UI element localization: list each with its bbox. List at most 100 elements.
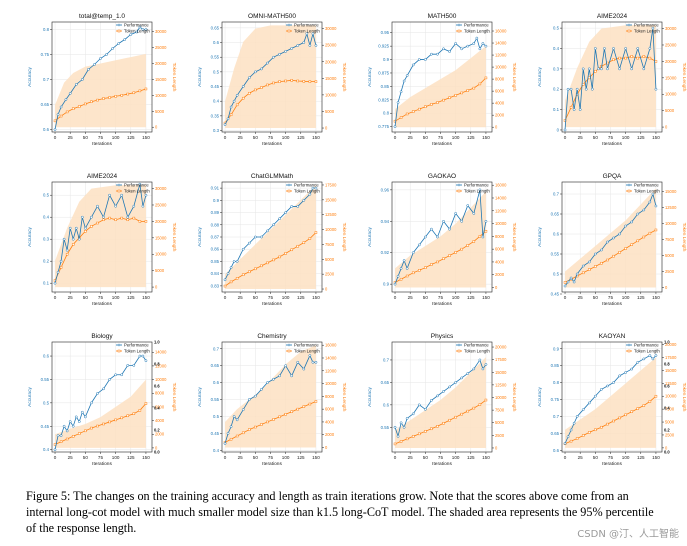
- legend-perf-marker: [117, 343, 121, 347]
- performance-point: [466, 204, 470, 207]
- token-length-point: [308, 402, 312, 406]
- y-right-tick-label: 20000: [665, 59, 677, 64]
- chart-panel-3: MATH500 0 25 50 75 100 125 150 Iterations 0.775 0.…: [362, 10, 522, 158]
- performance-point: [305, 32, 309, 36]
- performance-point: [563, 128, 567, 132]
- y-left-tick-label: 0.85: [551, 363, 560, 368]
- token-length-point: [120, 216, 123, 220]
- token-length-point: [248, 270, 251, 274]
- legend-tok-marker: [627, 29, 631, 33]
- performance-point: [117, 42, 121, 45]
- token-length-point: [96, 221, 99, 225]
- x-axis-label: Iterations: [92, 301, 112, 307]
- performance-point: [80, 410, 84, 414]
- x-tick-label: 75: [98, 135, 104, 140]
- token-length-point: [472, 86, 476, 90]
- performance-point: [472, 42, 476, 45]
- y-left-tick-label: 0.3: [553, 66, 560, 71]
- performance-point: [141, 354, 145, 358]
- y-left-tick-label: 0.55: [551, 252, 560, 257]
- token-length-point: [229, 280, 233, 284]
- token-length-point: [65, 110, 69, 114]
- token-length-point: [278, 255, 281, 259]
- y-outer-tick-label: 0.2: [664, 428, 670, 433]
- y-right-tick-label: 6000: [495, 89, 505, 94]
- chart-svg: 0 25 50 75 100 125 150 Iterations 0.9 0.92 0.94 0.9…: [367, 181, 517, 307]
- y-left-axis-label: Accuracy: [197, 387, 203, 407]
- x-tick-label: 100: [112, 455, 120, 460]
- percentile-band: [55, 379, 146, 448]
- x-tick-label: 25: [238, 455, 244, 460]
- performance-point: [481, 235, 485, 239]
- y-left-tick-label: 0.825: [378, 97, 389, 102]
- y-right-tick-label: 14000: [495, 195, 507, 200]
- x-tick-label: 0: [394, 295, 397, 300]
- performance-point: [141, 204, 145, 208]
- performance-point: [618, 67, 621, 71]
- y-right-tick-label: 15000: [495, 370, 507, 375]
- y-right-tick-label: 7500: [665, 237, 675, 242]
- y-right-tick-label: 15000: [665, 368, 677, 373]
- x-axis-label: Iterations: [432, 301, 452, 307]
- performance-point: [654, 204, 658, 208]
- performance-point: [144, 28, 148, 31]
- performance-point: [399, 90, 403, 94]
- performance-point: [80, 78, 84, 81]
- chart-title: GAOKAO: [427, 173, 457, 180]
- y-left-tick-label: 0.45: [551, 292, 560, 297]
- y-left-tick-label: 0.5: [43, 400, 50, 405]
- token-length-point: [594, 428, 597, 432]
- performance-point: [581, 67, 585, 71]
- x-axis-label: Iterations: [92, 141, 112, 147]
- token-length-point: [235, 434, 239, 438]
- y-left-tick-label: 0.55: [211, 55, 220, 60]
- performance-point: [56, 434, 60, 437]
- performance-point: [71, 237, 75, 241]
- performance-point: [226, 117, 230, 121]
- performance-point: [223, 442, 227, 445]
- performance-point: [132, 364, 136, 367]
- y-left-tick-label: 0.6: [383, 402, 390, 407]
- performance-point: [399, 421, 403, 425]
- performance-point: [311, 186, 315, 190]
- performance-point: [575, 87, 579, 91]
- token-length-point: [138, 220, 142, 223]
- y-right-axis-label: Token Length: [171, 383, 177, 412]
- token-length-point: [393, 442, 397, 446]
- token-length-point: [442, 257, 445, 260]
- x-tick-label: 125: [297, 295, 305, 300]
- token-length-line: [224, 401, 317, 443]
- y-right-tick-label: 2500: [665, 269, 675, 274]
- performance-point: [405, 416, 409, 420]
- token-length-point: [266, 420, 269, 424]
- performance-line: [54, 355, 147, 450]
- legend-tok-label: Token Length: [464, 29, 490, 34]
- performance-point: [430, 399, 433, 402]
- performance-point: [247, 241, 251, 245]
- y-right-tick-label: 7500: [325, 242, 335, 247]
- performance-point: [278, 217, 281, 221]
- performance-point: [114, 204, 117, 208]
- x-tick-label: 150: [312, 295, 320, 300]
- performance-point: [314, 44, 318, 47]
- legend-perf-marker: [287, 343, 291, 347]
- token-length-point: [411, 271, 415, 275]
- performance-point: [484, 363, 488, 366]
- legend-perf-marker: [287, 23, 291, 27]
- token-length-point: [630, 55, 633, 58]
- token-length-point: [454, 94, 457, 97]
- x-tick-label: 75: [268, 455, 274, 460]
- legend-tok-marker: [287, 349, 291, 353]
- token-length-point: [248, 91, 251, 95]
- y-left-axis-label: Accuracy: [27, 227, 33, 247]
- legend-perf-marker: [627, 183, 631, 187]
- performance-point: [587, 67, 591, 71]
- legend-tok-label: Token Length: [294, 189, 320, 194]
- performance-point: [399, 267, 403, 270]
- x-tick-label: 25: [68, 295, 74, 300]
- x-axis-label: Iterations: [602, 461, 622, 467]
- token-length-point: [272, 418, 275, 421]
- performance-point: [481, 367, 485, 371]
- legend-perf-label: Performance: [124, 23, 149, 28]
- x-tick-label: 50: [593, 295, 599, 300]
